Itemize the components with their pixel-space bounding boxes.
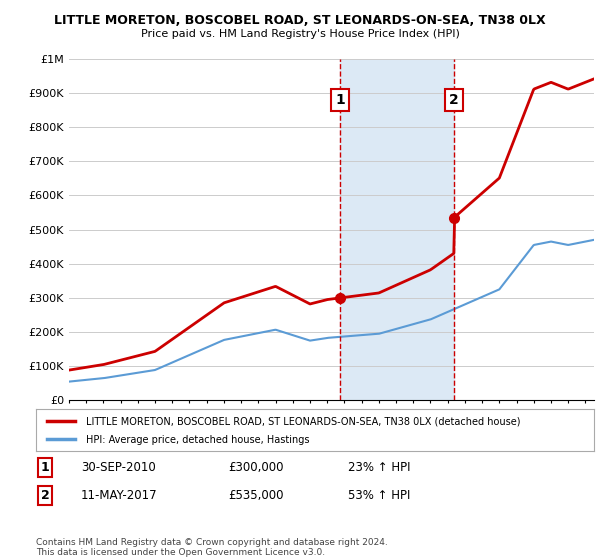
Text: 30-SEP-2010: 30-SEP-2010 <box>81 461 156 474</box>
Text: 23% ↑ HPI: 23% ↑ HPI <box>348 461 410 474</box>
Text: £535,000: £535,000 <box>228 489 284 502</box>
Text: 1: 1 <box>335 93 345 107</box>
Text: 2: 2 <box>449 93 459 107</box>
Text: 53% ↑ HPI: 53% ↑ HPI <box>348 489 410 502</box>
Text: Price paid vs. HM Land Registry's House Price Index (HPI): Price paid vs. HM Land Registry's House … <box>140 29 460 39</box>
Text: LITTLE MORETON, BOSCOBEL ROAD, ST LEONARDS-ON-SEA, TN38 0LX (detached house): LITTLE MORETON, BOSCOBEL ROAD, ST LEONAR… <box>86 417 521 426</box>
Text: LITTLE MORETON, BOSCOBEL ROAD, ST LEONARDS-ON-SEA, TN38 0LX: LITTLE MORETON, BOSCOBEL ROAD, ST LEONAR… <box>54 14 546 27</box>
Text: 1: 1 <box>41 461 49 474</box>
Text: Contains HM Land Registry data © Crown copyright and database right 2024.
This d: Contains HM Land Registry data © Crown c… <box>36 538 388 557</box>
Text: 2: 2 <box>41 489 49 502</box>
Text: HPI: Average price, detached house, Hastings: HPI: Average price, detached house, Hast… <box>86 435 310 445</box>
Text: 11-MAY-2017: 11-MAY-2017 <box>81 489 158 502</box>
Text: £300,000: £300,000 <box>228 461 284 474</box>
Bar <box>340 59 454 400</box>
